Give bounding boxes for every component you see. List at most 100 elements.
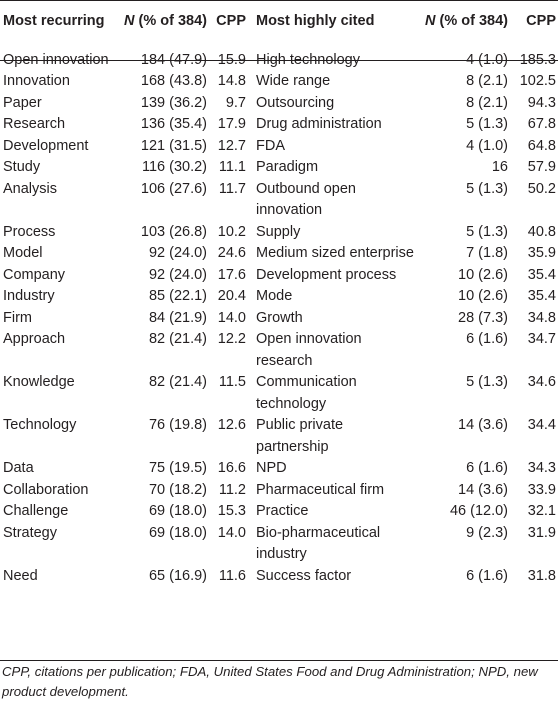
cell-cited-cpp: 64.8 bbox=[527, 137, 556, 154]
cell-cited-term: NPD bbox=[256, 460, 287, 476]
cell-recurring-n: 75 (19.5) bbox=[148, 460, 207, 476]
cell-recurring-term: Company bbox=[3, 266, 66, 283]
cell-recurring-term: Approach bbox=[3, 331, 66, 347]
cell-recurring-term: Knowledge bbox=[3, 374, 75, 390]
table-row: Model 92 (24.0) 24.6 Medium sized enterpris… bbox=[0, 243, 558, 265]
cell-recurring-n: 103 (26.8) bbox=[140, 223, 207, 240]
header-n-symbol: N bbox=[124, 13, 135, 29]
cell-recurring-n: 65 (16.9) bbox=[148, 567, 207, 584]
cell-cited-n: 4 (1.0) bbox=[466, 137, 508, 154]
cell-cited-cpp: 102.5 bbox=[519, 73, 556, 89]
table-row: Data 75 (19.5) 16.6 NPD 6 (1.6) 34.3 bbox=[0, 458, 558, 480]
cell-cited-n: 16 bbox=[491, 159, 508, 175]
table-top-rule bbox=[0, 0, 558, 1]
cell-cited-term: Medium sized enterprise bbox=[256, 245, 414, 261]
cell-recurring-n: 136 (35.4) bbox=[140, 116, 207, 132]
table-row: Strategy 69 (18.0) 14.0 Bio-pharmaceutical … bbox=[0, 523, 558, 566]
cell-cited-cpp: 34.6 bbox=[527, 374, 556, 390]
cell-recurring-term: Open innovation bbox=[3, 51, 109, 68]
cell-cited-cpp: 35.4 bbox=[527, 288, 556, 304]
cell-cited-term: Paradigm bbox=[256, 159, 319, 175]
table-row: Process 103 (26.8) 10.2 Supply 5 (1.3) 40.8 bbox=[0, 222, 558, 244]
cell-recurring-term: Paper bbox=[3, 94, 42, 111]
table-row: Research 136 (35.4) 17.9 Drug administratio… bbox=[0, 114, 558, 136]
header-most-recurring: Most recurring bbox=[3, 13, 105, 29]
cell-recurring-cpp: 17.9 bbox=[217, 116, 246, 132]
cell-cited-n: 46 (12.0) bbox=[449, 503, 508, 519]
cell-cited-cpp: 34.3 bbox=[527, 460, 556, 476]
table-row: Collaboration 70 (18.2) 11.2 Pharmaceutical… bbox=[0, 480, 558, 502]
cell-recurring-cpp: 11.5 bbox=[218, 374, 246, 390]
table-bottom-rule bbox=[0, 660, 558, 661]
cell-recurring-n: 139 (36.2) bbox=[140, 94, 207, 111]
cell-cited-term: Wide range bbox=[256, 73, 331, 89]
cell-cited-n: 4 (1.0) bbox=[466, 51, 508, 68]
cell-recurring-term: Study bbox=[3, 159, 41, 175]
cell-recurring-cpp: 10.2 bbox=[217, 223, 246, 240]
cell-recurring-cpp: 11.2 bbox=[218, 481, 246, 498]
cell-cited-n: 5 (1.3) bbox=[466, 223, 508, 240]
header-most-highly-cited: Most highly cited bbox=[256, 13, 375, 29]
cell-recurring-cpp: 12.7 bbox=[217, 137, 246, 154]
cell-cited-n: 8 (2.1) bbox=[466, 73, 508, 89]
table-row: Open innovation 184 (47.9) 15.9 High techno… bbox=[0, 42, 558, 72]
cell-recurring-n: 121 (31.5) bbox=[140, 137, 207, 154]
cell-cited-term: Communication technology bbox=[256, 374, 357, 412]
table-row: Need 65 (16.9) 11.6 Success factor 6 (1.6) 31… bbox=[0, 566, 558, 588]
table-header-rule bbox=[0, 60, 558, 61]
cell-recurring-n: 76 (19.8) bbox=[148, 417, 207, 433]
table-row: Approach 82 (21.4) 12.2 Open innovation res… bbox=[0, 329, 558, 372]
cell-recurring-cpp: 12.2 bbox=[217, 331, 246, 347]
table-footnote: CPP, citations per publication; FDA, Uni… bbox=[2, 664, 538, 699]
cell-cited-cpp: 34.4 bbox=[527, 417, 556, 433]
cell-recurring-cpp: 11.7 bbox=[218, 180, 246, 197]
keyword-table: Most recurring N (% of 384) CPP Most hig… bbox=[0, 0, 558, 588]
cell-recurring-n: 168 (43.8) bbox=[140, 73, 207, 89]
cell-recurring-term: Challenge bbox=[3, 503, 69, 519]
cell-cited-term: Outbound open innovation bbox=[256, 180, 356, 219]
cell-recurring-n: 82 (21.4) bbox=[148, 331, 207, 347]
cell-recurring-n: 184 (47.9) bbox=[140, 51, 207, 68]
cell-recurring-cpp: 15.3 bbox=[217, 503, 246, 519]
cell-cited-n: 6 (1.6) bbox=[466, 460, 508, 476]
cell-cited-cpp: 31.9 bbox=[527, 524, 556, 541]
table-row: Paper 139 (36.2) 9.7 Outsourcing 8 (2.1) 94.3 bbox=[0, 93, 558, 115]
cell-recurring-n: 106 (27.6) bbox=[140, 180, 207, 197]
cell-cited-n: 9 (2.3) bbox=[466, 524, 508, 541]
table-row: Industry 85 (22.1) 20.4 Mode 10 (2.6) 35.4 bbox=[0, 286, 558, 308]
cell-recurring-cpp: 15.9 bbox=[217, 51, 246, 68]
cell-cited-term: High technology bbox=[256, 51, 360, 68]
table-row: Technology 76 (19.8) 12.6 Public private pa… bbox=[0, 415, 558, 458]
cell-cited-cpp: 94.3 bbox=[527, 94, 556, 111]
cell-cited-cpp: 33.9 bbox=[527, 481, 556, 498]
cell-recurring-cpp: 14.0 bbox=[217, 524, 246, 541]
cell-recurring-term: Strategy bbox=[3, 524, 57, 541]
table-row: Study 116 (30.2) 11.1 Paradigm 16 57.9 bbox=[0, 157, 558, 179]
cell-cited-cpp: 34.7 bbox=[527, 331, 556, 347]
header-cpp-1: CPP bbox=[216, 13, 246, 29]
cell-cited-n: 10 (2.6) bbox=[458, 266, 508, 283]
cell-cited-n: 6 (1.6) bbox=[466, 331, 508, 347]
header-row: Most recurring N (% of 384) CPP Most hig… bbox=[0, 0, 558, 42]
cell-cited-cpp: 67.8 bbox=[527, 116, 556, 132]
cell-recurring-term: Firm bbox=[3, 309, 32, 326]
cell-cited-cpp: 40.8 bbox=[527, 223, 556, 240]
cell-cited-n: 28 (7.3) bbox=[458, 309, 508, 326]
cell-recurring-n: 69 (18.0) bbox=[148, 524, 207, 541]
cell-recurring-term: Need bbox=[3, 567, 38, 584]
cell-recurring-term: Industry bbox=[3, 288, 55, 304]
cell-cited-cpp: 57.9 bbox=[527, 159, 556, 175]
cell-recurring-cpp: 9.7 bbox=[225, 94, 246, 111]
cell-recurring-term: Technology bbox=[3, 417, 77, 433]
header-n-percent-1: N (% of 384) bbox=[122, 0, 207, 42]
cell-cited-term: Outsourcing bbox=[256, 94, 335, 111]
cell-cited-term: Mode bbox=[256, 288, 293, 304]
cell-recurring-term: Process bbox=[3, 223, 56, 240]
cell-recurring-term: Model bbox=[3, 245, 43, 261]
cell-cited-cpp: 35.9 bbox=[527, 245, 556, 261]
cell-recurring-cpp: 20.4 bbox=[217, 288, 246, 304]
cell-recurring-cpp: 24.6 bbox=[217, 245, 246, 261]
cell-recurring-n: 84 (21.9) bbox=[148, 309, 207, 326]
cell-cited-n: 6 (1.6) bbox=[466, 567, 508, 584]
cell-cited-term: Bio-pharmaceutical industry bbox=[256, 524, 381, 563]
